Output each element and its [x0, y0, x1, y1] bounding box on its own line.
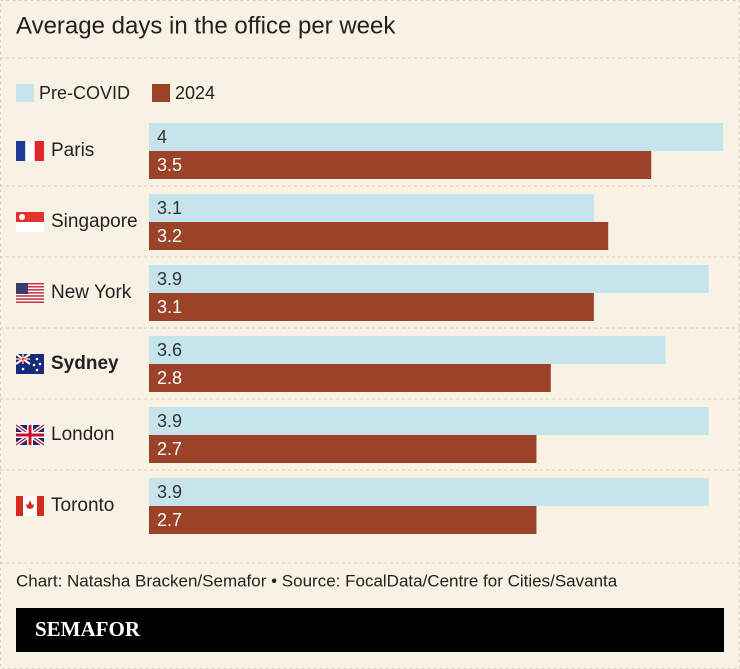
flag-part	[16, 141, 26, 161]
flag-part	[16, 284, 44, 287]
flag-part	[16, 290, 44, 293]
value-label: 3.2	[157, 226, 182, 246]
value-label: 3.1	[157, 297, 182, 317]
flag-part	[16, 293, 44, 296]
flag-part	[16, 301, 44, 303]
flag-part	[16, 296, 44, 299]
flag	[15, 353, 44, 374]
bar	[149, 194, 594, 222]
bar	[149, 222, 609, 250]
value-label: 3.6	[157, 340, 182, 360]
flag-part	[35, 357, 39, 361]
bar	[149, 293, 594, 321]
value-label: 3.9	[157, 411, 182, 431]
bar	[149, 123, 723, 151]
value-label: 3.1	[157, 198, 182, 218]
flag-part	[16, 212, 44, 222]
category-label: London	[51, 424, 114, 445]
legend-swatch	[152, 84, 170, 102]
flag-part	[16, 283, 28, 294]
category-label: Sydney	[51, 353, 119, 374]
bar	[149, 265, 709, 293]
category-label: New York	[51, 282, 132, 303]
bar	[149, 478, 709, 506]
flag-part	[32, 363, 36, 367]
flag-part	[38, 362, 42, 366]
flag-part	[16, 295, 44, 297]
value-label: 3.9	[157, 482, 182, 502]
bar	[149, 407, 709, 435]
source-note: Chart: Natasha Bracken/Semafor • Source:…	[16, 571, 618, 590]
flag-part	[16, 287, 44, 290]
bar	[149, 435, 537, 463]
flag	[16, 283, 44, 303]
bar	[149, 364, 551, 392]
flag-part	[16, 354, 30, 364]
flag-part	[35, 368, 39, 372]
flag-part	[21, 367, 25, 371]
flag	[16, 496, 44, 516]
brand-logo: SEMAFOR	[35, 617, 141, 641]
flag-part	[16, 298, 44, 300]
value-label: 2.7	[157, 510, 182, 530]
flag-part	[25, 141, 35, 161]
category-label: Singapore	[51, 211, 138, 232]
chart-title: Average days in the office per week	[16, 12, 396, 39]
bar	[149, 506, 537, 534]
flag	[14, 423, 46, 447]
flag-part	[16, 496, 23, 516]
bar	[149, 336, 666, 364]
flag-part	[16, 292, 44, 294]
value-label: 2.7	[157, 439, 182, 459]
value-label: 4	[157, 127, 167, 147]
flag-part	[26, 500, 34, 509]
flag	[16, 141, 44, 161]
value-label: 2.8	[157, 368, 182, 388]
flag-part	[16, 286, 44, 288]
legend-label: 2024	[175, 83, 215, 103]
value-label: 3.5	[157, 155, 182, 175]
flag-part	[16, 289, 44, 291]
flag-part	[16, 299, 44, 302]
flag-part	[19, 214, 25, 220]
flag-part	[16, 425, 44, 445]
category-label: Paris	[51, 140, 94, 161]
flag-part	[34, 141, 44, 161]
value-label: 3.9	[157, 269, 182, 289]
flag-part	[16, 283, 44, 285]
category-label: Toronto	[51, 495, 114, 516]
flag-part	[16, 222, 44, 232]
bar	[149, 151, 652, 179]
legend-label: Pre-COVID	[39, 83, 130, 103]
flag-part	[37, 496, 44, 516]
legend-swatch	[16, 84, 34, 102]
flag	[16, 212, 44, 232]
brand-bar	[16, 608, 724, 652]
